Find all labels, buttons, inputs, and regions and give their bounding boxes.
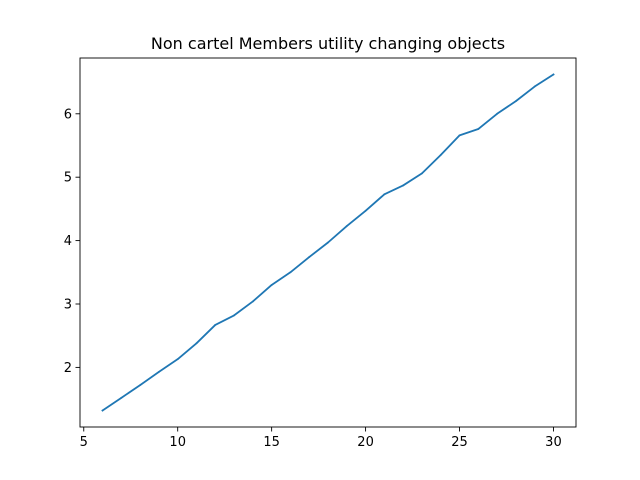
y-tick-label-6: 6 bbox=[64, 107, 72, 122]
data-point-0-20 bbox=[477, 128, 480, 130]
data-point-0-21 bbox=[496, 112, 498, 115]
x-tick-label-5: 5 bbox=[80, 435, 88, 450]
y-tick-label-2: 2 bbox=[64, 361, 72, 376]
data-point-0-19 bbox=[458, 134, 461, 137]
axes-frame bbox=[79, 57, 577, 428]
data-point-0-16 bbox=[402, 184, 405, 187]
data-point-0-13 bbox=[345, 225, 348, 227]
data-point-0-10 bbox=[289, 271, 292, 274]
x-tick-label-20: 20 bbox=[357, 435, 374, 450]
y-tick-label-3: 3 bbox=[64, 298, 72, 313]
plot-area: 5 10 15 20 25 30 2 3 4 5 6 bbox=[64, 57, 577, 450]
data-point-0-12 bbox=[327, 241, 329, 244]
data-point-0-6 bbox=[214, 324, 217, 326]
data-point-0-11 bbox=[308, 256, 311, 258]
data-point-0-22 bbox=[514, 100, 517, 103]
x-tick-label-15: 15 bbox=[263, 435, 280, 450]
data-point-0-15 bbox=[383, 193, 386, 196]
data-point-0-9 bbox=[270, 284, 273, 286]
data-point-0-24 bbox=[552, 73, 555, 76]
data-point-0-5 bbox=[195, 342, 198, 345]
data-point-0-4 bbox=[176, 358, 179, 361]
data-point-0-7 bbox=[233, 314, 235, 317]
y-tick-label-5: 5 bbox=[64, 171, 72, 186]
data-point-0-3 bbox=[158, 370, 160, 373]
x-tick-label-10: 10 bbox=[169, 435, 186, 450]
chart-title: Non cartel Members utility changing obje… bbox=[151, 34, 505, 53]
data-point-0-0 bbox=[101, 409, 104, 412]
data-point-0-23 bbox=[533, 85, 536, 88]
x-tick-label-25: 25 bbox=[451, 435, 468, 450]
data-point-0-8 bbox=[251, 300, 254, 303]
data-point-0-2 bbox=[139, 384, 142, 387]
x-tick-label-30: 30 bbox=[545, 435, 562, 450]
data-point-0-1 bbox=[120, 396, 123, 399]
data-point-0-18 bbox=[439, 154, 442, 156]
data-point-0-14 bbox=[364, 209, 367, 212]
y-tick-label-4: 4 bbox=[64, 234, 72, 249]
data-point-0-17 bbox=[421, 172, 423, 175]
